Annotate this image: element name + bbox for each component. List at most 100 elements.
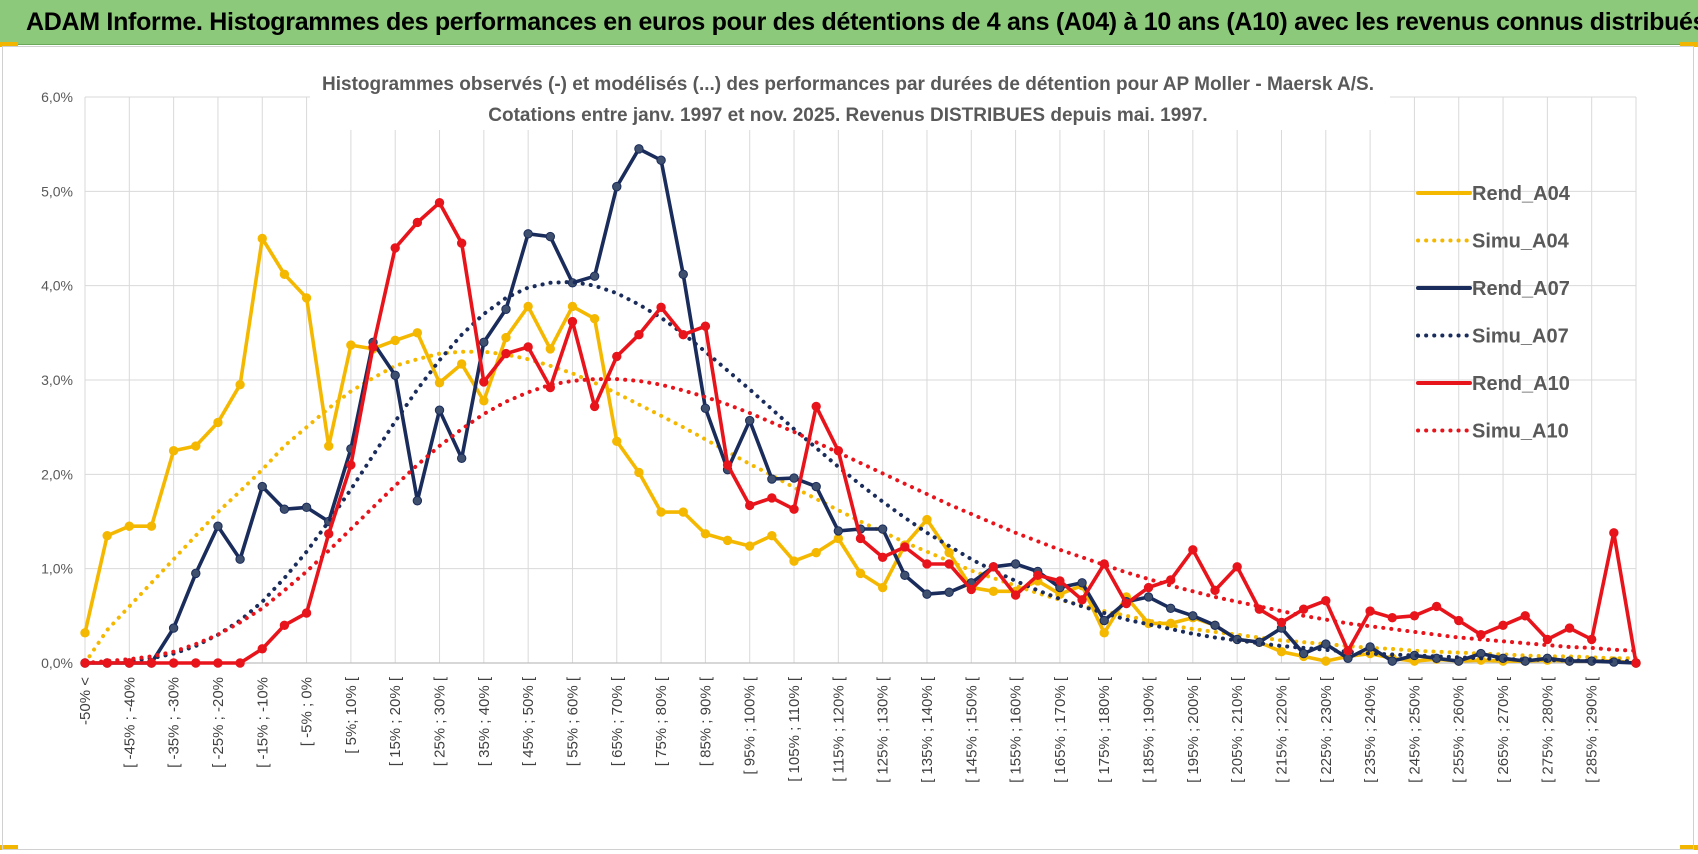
x-tick-label: [ 75% ; 80% [ [653,676,670,766]
data-point-Rend_A04 [767,530,777,541]
legend-label-Simu_A04: Simu_A04 [1472,231,1570,253]
x-tick-label: [ 195% ; 200% [ [1185,676,1202,783]
x-tick-label: [ -25% ; -20% [210,677,227,768]
x-tick-label: [ 105% ; 110% [ [786,676,803,782]
data-point-Rend_A10 [1409,611,1420,621]
data-point-Rend_A10 [146,658,157,668]
data-point-Rend_A10 [390,243,400,253]
data-point-Rend_A10 [722,460,733,470]
data-point-Rend_A04 [501,332,511,343]
corner-mark-top-left [0,42,18,47]
data-point-Rend_A10 [988,562,999,572]
data-point-Rend_A10 [346,460,356,470]
data-point-Rend_A07 [1099,615,1109,626]
x-tick-label: [ 145% ; 150% [ [963,676,980,783]
data-point-Rend_A04 [855,568,866,579]
data-point-Rend_A04 [523,301,533,312]
x-tick-label: [ -5% ; 0% [299,677,316,746]
x-tick-label: [ 45% ; 50% [ [520,676,537,766]
data-point-Rend_A10 [656,302,666,313]
y-axis: 0,0% 1,0% 2,0% 3,0% 4,0% 5,0% 6,0% [41,89,73,671]
x-tick-label: [ 85% ; 90% [ [697,676,714,766]
data-point-Rend_A07 [656,155,666,165]
data-point-Rend_A10 [1077,595,1087,605]
data-point-Rend_A10 [1010,590,1021,600]
data-point-Rend_A07 [922,589,932,599]
data-point-Rend_A07 [235,554,245,564]
data-point-Rend_A07 [1010,559,1021,569]
data-point-Rend_A10 [1033,570,1043,580]
data-point-Rend_A04 [390,335,400,346]
chart-subtitle: Cotations entre janv. 1997 et nov. 2025.… [488,105,1207,126]
data-point-Rend_A07 [589,271,600,281]
data-point-Rend_A10 [124,658,135,668]
x-tick-label: [ 65% ; 70% [ [609,676,626,766]
y-tick-label: 5,0% [41,183,73,199]
data-point-Rend_A04 [944,547,954,558]
legend-label-Rend_A07: Rend_A07 [1472,278,1570,300]
series-line-Rend_A04 [83,236,1638,665]
data-point-Rend_A04 [656,507,666,517]
data-point-Rend_A04 [811,547,821,558]
plot-area [80,144,1641,668]
data-point-Rend_A04 [279,269,290,280]
series-line-Rend_A07 [83,147,1638,665]
series-line-Simu_A04 [83,349,1638,665]
data-point-Rend_A04 [479,396,489,406]
x-tick-label: [ 35% ; 40% [ [476,676,493,766]
x-tick-label: [ 125% ; 130% [ [875,676,892,783]
data-point-Rend_A10 [678,330,688,340]
data-point-Rend_A04 [102,530,112,541]
data-point-Rend_A07 [700,403,711,413]
data-point-Rend_A07 [1143,592,1154,602]
x-tick-label: -50% < [77,677,94,725]
data-point-Rend_A07 [545,231,555,242]
data-point-Rend_A10 [434,197,445,208]
data-point-Rend_A10 [1387,613,1397,623]
data-point-Rend_A10 [1564,623,1575,633]
data-point-Rend_A10 [589,401,600,412]
x-tick-label: [ 185% ; 190% [ [1141,676,1158,783]
data-point-Rend_A04 [589,313,600,324]
data-point-Rend_A07 [1298,648,1309,659]
data-point-Rend_A10 [456,238,467,248]
data-point-Rend_A10 [745,500,755,511]
data-point-Rend_A07 [523,229,533,239]
data-point-Rend_A10 [479,377,489,387]
data-point-Rend_A10 [279,620,290,630]
data-point-Rend_A10 [235,658,245,668]
data-point-Rend_A10 [767,493,777,503]
data-point-Rend_A04 [346,340,356,350]
x-tick-label: [ 245% ; 250% [ [1406,676,1423,783]
data-point-Rend_A07 [789,473,799,483]
data-point-Rend_A04 [191,441,201,451]
data-point-Rend_A10 [1631,658,1641,668]
x-tick-label: [ 95% ; 100% [ [742,676,759,774]
x-axis: -50% < [ -45% ; -40% [ -35% ; -30% [ -25% ;… [77,676,1601,783]
data-point-Rend_A10 [1055,576,1065,586]
data-point-Rend_A07 [168,623,179,633]
x-tick-label: [ 255% ; 260% [ [1451,676,1468,783]
x-tick-label: [ 135% ; 140% [ [919,676,936,783]
data-point-Rend_A10 [789,504,799,514]
data-point-Rend_A10 [634,330,644,340]
data-point-Rend_A07 [1321,639,1331,649]
data-point-Rend_A07 [213,521,223,531]
data-point-Rend_A04 [789,556,799,566]
data-point-Rend_A04 [257,233,267,244]
data-point-Rend_A07 [1077,578,1087,588]
data-point-Rend_A07 [811,481,821,492]
x-tick-label: [ 55% ; 60% [ [564,676,581,766]
data-point-Rend_A10 [900,542,910,552]
data-point-Rend_A10 [1232,562,1242,572]
data-point-Rend_A10 [368,342,378,352]
data-point-Rend_A04 [634,467,644,478]
data-point-Rend_A04 [922,514,932,525]
data-point-Rend_A07 [1365,642,1375,652]
x-tick-label: [ 235% ; 240% [ [1362,676,1379,783]
x-tick-label: [ 165% ; 170% [ [1052,676,1069,783]
data-point-Rend_A10 [1166,575,1176,585]
data-point-Rend_A10 [213,658,223,668]
data-point-Rend_A07 [279,504,290,514]
